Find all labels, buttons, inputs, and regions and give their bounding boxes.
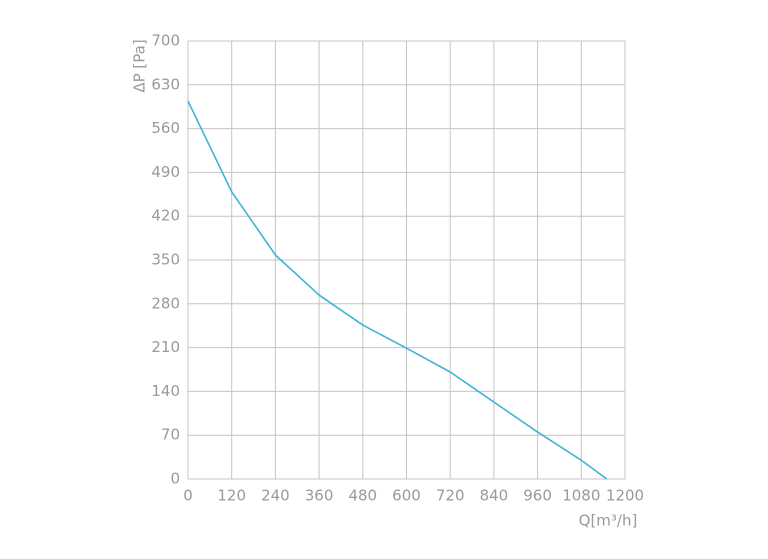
x-tick-label: 960 [523, 487, 552, 505]
y-tick-label: 280 [151, 294, 180, 312]
y-tick-label: 700 [151, 32, 180, 50]
x-tick-label: 1080 [562, 487, 600, 505]
y-axis-label: ΔP [Pa] [131, 39, 149, 92]
y-tick-label: 420 [151, 207, 180, 225]
x-tick-label: 840 [480, 487, 509, 505]
line-series [187, 100, 608, 480]
x-tick-label: 720 [436, 487, 465, 505]
y-tick-label: 210 [151, 338, 180, 356]
x-tick-label: 480 [348, 487, 377, 505]
y-tick-label: 350 [151, 251, 180, 269]
x-tick-label: 1200 [606, 487, 644, 505]
y-tick-label: 70 [161, 426, 180, 444]
x-tick-label: 120 [217, 487, 246, 505]
x-axis-label: Q[m³/h] [579, 512, 638, 530]
y-tick-label: 0 [170, 470, 180, 488]
x-tick-label: 0 [183, 487, 193, 505]
y-tick-label: 560 [151, 119, 180, 137]
x-tick-label: 240 [261, 487, 290, 505]
y-tick-label: 140 [151, 382, 180, 400]
y-tick-label: 630 [151, 75, 180, 93]
x-tick-label: 360 [305, 487, 334, 505]
x-tick-label: 600 [392, 487, 421, 505]
y-tick-label: 490 [151, 163, 180, 181]
